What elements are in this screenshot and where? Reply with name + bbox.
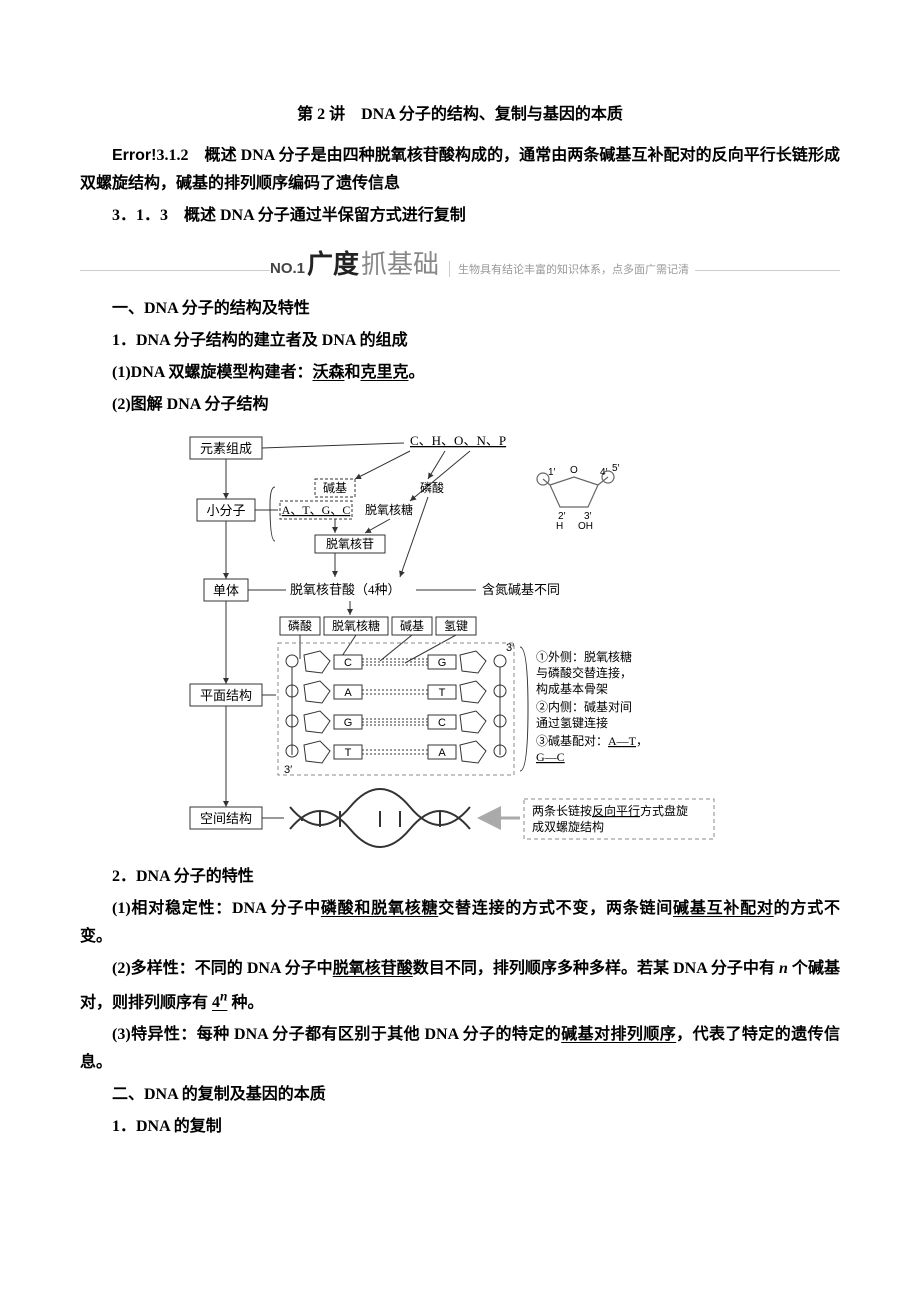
banner-middle: NO.1 广度 抓基础 [270, 244, 439, 281]
s2-p1: (1)相对稳定性：DNA 分子中磷酸和脱氧核糖交替连接的方式不变，两条链间碱基互… [80, 895, 840, 951]
lesson-title: 第 2 讲 DNA 分子的结构、复制与基因的本质 [80, 100, 840, 124]
banner-subtitle: 生物具有结论丰富的知识体系，点多面广需记清 [449, 261, 689, 277]
note3a: ③碱基配对： [536, 734, 608, 748]
hdr-base: 碱基 [400, 619, 424, 633]
s2p2-u2: 4n [212, 994, 227, 1011]
svg-text:③碱基配对：A—T，: ③碱基配对：A—T， [536, 734, 648, 748]
s2-p2: (2)多样性：不同的 DNA 分子中脱氧核苷酸数目不同，排列顺序多种多样。若某 … [80, 955, 840, 1017]
bp1r: T [439, 687, 446, 699]
pair-row-2: G C [334, 715, 456, 729]
section1-item1: 1．DNA 分子结构的建立者及 DNA 的组成 [80, 327, 840, 355]
error-label: Error! [112, 147, 156, 164]
ring-O: O [570, 465, 578, 476]
note2a: ②内侧：碱基对间 [536, 700, 632, 714]
note1c: 构成基本骨架 [536, 681, 608, 696]
box-space: 空间结构 [200, 811, 252, 826]
bp0l: C [344, 657, 352, 669]
s1i1-pre: (1)DNA 双螺旋模型构建者： [112, 364, 312, 381]
banner-word1: 广度 [307, 244, 359, 281]
label-nucleoside: 脱氧核苷 [326, 536, 374, 551]
s1i1-u2: 克里克 [360, 364, 408, 381]
std312-text: 3.1.2 概述 DNA 分子是由四种脱氧核苷酸构成的，通常由两条碱基互补配对的… [80, 147, 840, 192]
s2p1-mid: 交替连接的方式不变，两条链间 [438, 900, 673, 917]
standard-313: 3．1．3 概述 DNA 分子通过半保留方式进行复制 [80, 202, 840, 230]
note3sep: ， [636, 734, 648, 748]
end-3l: 3′ [284, 764, 292, 776]
s2p2-pre: (2)多样性：不同的 DNA 分子中 [112, 960, 333, 977]
banner-line-right [695, 270, 840, 271]
section3-item1: 1．DNA 的复制 [80, 1113, 840, 1141]
s2p3-pre: (3)特异性：每种 DNA 分子都有区别于其他 DNA 分子的特定的 [112, 1026, 561, 1043]
pair-row-1: A T [334, 685, 456, 699]
end-3r: 3′ [506, 642, 514, 654]
section1-item1-1: (1)DNA 双螺旋模型构建者：沃森和克里克。 [80, 359, 840, 387]
page: 第 2 讲 DNA 分子的结构、复制与基因的本质 Error!3.1.2 概述 … [0, 0, 920, 1205]
note3u1: A—T [608, 734, 637, 748]
bp3l: T [345, 747, 352, 759]
bp2l: G [344, 717, 353, 729]
s2p2-n: n [779, 960, 788, 977]
s2p3-u1: 碱基对排列顺序 [561, 1026, 676, 1043]
note2b: 通过氢键连接 [536, 715, 608, 730]
box-elements: 元素组成 [200, 441, 252, 456]
standard-312: Error!3.1.2 概述 DNA 分子是由四种脱氧核苷酸构成的，通常由两条碱… [80, 142, 840, 198]
hdr-sugar: 脱氧核糖 [332, 618, 380, 633]
s2p2-post: 种。 [227, 994, 263, 1011]
banner-line-left [80, 270, 270, 271]
note1a: ①外侧：脱氧核糖 [536, 649, 632, 664]
dna-ladder [286, 651, 506, 763]
s2p2-u2base: 4 [212, 994, 220, 1011]
space-u: 反向平行 [592, 803, 640, 818]
ring-1: 1′ [548, 467, 556, 478]
space-a: 两条长链按 [532, 803, 592, 818]
s2p1-u2: 碱基互补配对 [673, 900, 774, 917]
s1i1-u1: 沃森 [312, 364, 344, 381]
space-c: 成双螺旋结构 [532, 819, 604, 834]
hdr-hbond: 氢键 [444, 618, 468, 633]
section1-item1-2: (2)图解 DNA 分子结构 [80, 391, 840, 419]
bp2r: C [438, 717, 446, 729]
label-nucleotide: 脱氧核苷酸（4种） [290, 582, 401, 597]
section1-heading: 一、DNA 分子的结构及特性 [80, 295, 840, 323]
banner-no: NO.1 [270, 260, 305, 277]
ring-H: H [556, 521, 563, 532]
section-banner: NO.1 广度 抓基础 生物具有结论丰富的知识体系，点多面广需记清 [80, 244, 840, 281]
box-smallmol: 小分子 [206, 503, 245, 518]
box-plane: 平面结构 [200, 688, 252, 703]
label-note-diff: 含氮碱基不同 [482, 582, 560, 597]
s2-p3: (3)特异性：每种 DNA 分子都有区别于其他 DNA 分子的特定的碱基对排列顺… [80, 1021, 840, 1077]
label-phos: 磷酸 [420, 480, 444, 495]
ring-4: 4′ [600, 467, 608, 478]
s2p2-u1: 脱氧核苷酸 [333, 960, 413, 977]
label-chonp: C、H、O、N、P [410, 433, 506, 448]
note3u2: G—C [536, 750, 565, 764]
bp0r: G [438, 657, 447, 669]
note1b: 与磷酸交替连接， [536, 665, 632, 680]
banner-word2: 抓基础 [361, 244, 439, 281]
section2-heading: 2．DNA 分子的特性 [80, 863, 840, 891]
pair-row-3: T A [334, 745, 456, 759]
bp3r: A [438, 747, 446, 759]
space-b: 方式盘旋 [640, 803, 688, 818]
dna-structure-diagram: 元素组成 小分子 单体 平面结构 空间结构 C、H、O、N、P [180, 429, 740, 849]
hdr-phos: 磷酸 [288, 618, 312, 633]
bp1l: A [344, 687, 352, 699]
box-monomer: 单体 [213, 583, 239, 598]
ring-5: 5′ [612, 463, 620, 474]
helix-icon [290, 789, 470, 847]
label-base: 碱基 [323, 481, 347, 495]
label-deoxysugar: 脱氧核糖 [365, 502, 413, 517]
label-atgc: A、T、G、C [282, 503, 351, 517]
s2p1-u1: 磷酸和脱氧核糖 [321, 900, 438, 917]
pair-row-0: C G [334, 655, 456, 669]
ring-OH: OH [578, 521, 593, 532]
s2p1-pre: (1)相对稳定性：DNA 分子中 [112, 900, 321, 917]
s1i1-mid: 和 [344, 364, 360, 381]
section3-heading: 二、DNA 的复制及基因的本质 [80, 1081, 840, 1109]
s2p2-mid: 数目不同，排列顺序多种多样。若某 DNA 分子中有 [413, 960, 779, 977]
s1i1-post: 。 [409, 364, 425, 381]
svg-text:两条长链按反向平行方式盘旋: 两条长链按反向平行方式盘旋 [532, 803, 688, 818]
